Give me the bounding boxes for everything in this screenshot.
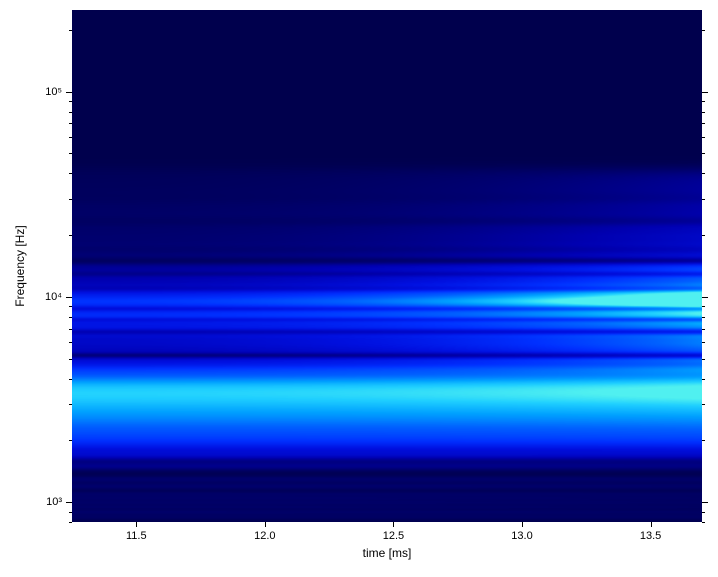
y-tick-mark-right: [702, 30, 705, 31]
x-tick-mark: [265, 522, 266, 527]
y-tick-mark-left: [69, 123, 72, 124]
y-tick-mark-left: [69, 101, 72, 102]
x-tick-mark: [136, 522, 137, 527]
x-tick-mark: [651, 522, 652, 527]
y-tick-mark-right: [702, 235, 705, 236]
y-tick-mark-left: [69, 112, 72, 113]
y-tick-mark-right: [702, 317, 705, 318]
y-tick-mark-right: [702, 379, 705, 380]
y-tick-mark-left: [69, 379, 72, 380]
y-tick-mark-right: [702, 199, 705, 200]
y-tick-mark-right: [702, 101, 705, 102]
x-tick-label: 13.0: [511, 530, 532, 542]
spectrogram-figure: Frequency [Hz] time [ms] 11.5 12.0 12.5 13.…: [0, 0, 718, 577]
x-tick-label: 11.5: [126, 530, 147, 542]
x-tick-label: 13.5: [640, 530, 661, 542]
y-tick-mark-right: [702, 342, 705, 343]
x-tick-mark: [393, 522, 394, 527]
y-tick-mark-left: [69, 30, 72, 31]
x-tick-mark: [522, 522, 523, 527]
y-axis-label: Frequency [Hz]: [13, 225, 27, 306]
x-axis-label: time [ms]: [363, 546, 412, 560]
y-tick-mark-right: [702, 359, 705, 360]
y-tick-mark-left: [66, 502, 72, 503]
y-tick-mark-right: [702, 306, 705, 307]
y-tick-mark-left: [69, 404, 72, 405]
y-tick-mark-right: [702, 92, 708, 93]
y-tick-mark-left: [69, 137, 72, 138]
y-tick-mark-right: [702, 153, 705, 154]
y-tick-mark-right: [702, 173, 705, 174]
y-tick-mark-left: [69, 235, 72, 236]
y-tick-mark-left: [69, 359, 72, 360]
y-tick-mark-left: [66, 297, 72, 298]
y-tick-mark-right: [702, 329, 705, 330]
y-tick-mark-right: [702, 404, 705, 405]
y-tick-mark-left: [69, 329, 72, 330]
x-tick-label: 12.0: [254, 530, 275, 542]
plot-area: [72, 10, 702, 522]
y-tick-label: 10⁴: [45, 291, 62, 303]
y-tick-mark-left: [69, 199, 72, 200]
y-tick-mark-left: [69, 306, 72, 307]
y-tick-mark-right: [702, 502, 708, 503]
y-tick-mark-left: [66, 92, 72, 93]
y-tick-mark-right: [702, 123, 705, 124]
y-tick-mark-left: [69, 512, 72, 513]
y-tick-mark-left: [69, 342, 72, 343]
spectrogram-canvas: [72, 10, 702, 522]
y-tick-mark-right: [702, 297, 708, 298]
y-tick-mark-left: [69, 440, 72, 441]
y-tick-label: 10³: [46, 496, 62, 508]
y-tick-mark-right: [702, 512, 705, 513]
y-tick-mark-right: [702, 440, 705, 441]
x-tick-label: 12.5: [383, 530, 404, 542]
y-tick-label: 10⁵: [45, 86, 62, 98]
y-tick-mark-left: [69, 153, 72, 154]
y-tick-mark-right: [702, 112, 705, 113]
y-tick-mark-right: [702, 522, 705, 523]
y-tick-mark-left: [69, 317, 72, 318]
y-tick-mark-right: [702, 137, 705, 138]
y-tick-mark-left: [69, 522, 72, 523]
y-tick-mark-left: [69, 173, 72, 174]
